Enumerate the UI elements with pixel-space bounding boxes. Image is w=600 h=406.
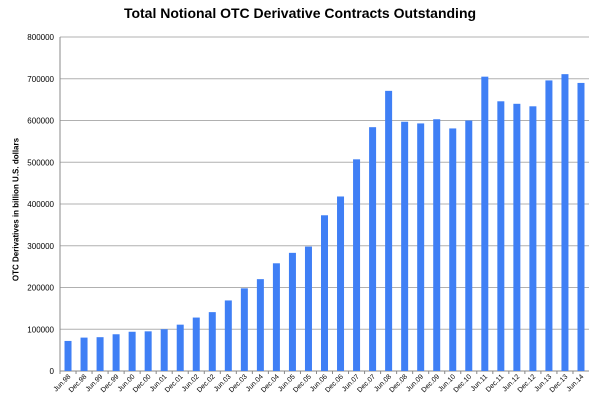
bar [176, 324, 184, 371]
bar [353, 159, 361, 371]
x-tick-label: Dec.01 [164, 373, 185, 394]
x-tick-label: Dec.07 [356, 373, 377, 394]
x-tick-label: Dec.08 [388, 373, 409, 394]
x-tick-label: Dec.09 [420, 373, 441, 394]
x-tick-label: Dec.13 [549, 373, 570, 394]
bar [465, 120, 473, 371]
x-tick-label: Dec.04 [260, 373, 281, 394]
bar [192, 317, 200, 371]
bar [96, 337, 104, 371]
bar [513, 103, 521, 372]
bar [112, 334, 120, 371]
y-tick-label: 200000 [27, 284, 54, 293]
y-tick-label: 400000 [27, 200, 54, 209]
bar [160, 329, 168, 371]
bar [561, 74, 569, 371]
y-tick-label: 300000 [27, 242, 54, 251]
y-tick-label: 600000 [27, 117, 54, 126]
bar [497, 101, 505, 372]
x-tick-label: Dec.03 [228, 373, 249, 394]
bar [64, 340, 72, 371]
bar [321, 215, 328, 371]
bar [128, 331, 136, 371]
x-tick-label: Dec.10 [453, 373, 474, 394]
bar [288, 252, 296, 371]
x-tick-label: Dec.98 [68, 373, 89, 394]
chart-title: Total Notional OTC Derivative Contracts … [123, 5, 477, 21]
bar [337, 196, 345, 371]
y-tick-label: 100000 [27, 325, 54, 334]
x-tick-label: Dec.00 [132, 373, 153, 394]
y-tick-label: 500000 [27, 158, 54, 167]
bar [144, 331, 152, 371]
bar [529, 106, 537, 372]
y-tick-label: 0 [50, 367, 55, 376]
x-tick-label: Jun.14 [566, 373, 586, 393]
x-tick-label: Dec.06 [324, 373, 345, 394]
bar [417, 123, 425, 371]
bar [369, 127, 377, 372]
bar [80, 337, 88, 371]
bar [224, 300, 232, 371]
bar [385, 90, 393, 372]
bar [256, 279, 264, 371]
x-tick-label: Dec.02 [196, 373, 217, 394]
bar [272, 263, 280, 371]
bar [304, 246, 312, 371]
x-tick-label: Dec.99 [100, 373, 121, 394]
bar [240, 288, 248, 371]
x-tick-label: Dec.11 [485, 373, 505, 393]
bar [545, 80, 553, 372]
x-tick-label: Dec.12 [517, 373, 538, 394]
bar [208, 312, 216, 371]
bar [449, 128, 457, 371]
bar [433, 119, 441, 371]
x-tick-label: Dec.05 [292, 373, 313, 394]
bar [401, 121, 409, 371]
bar [481, 76, 489, 371]
y-tick-label: 700000 [27, 75, 54, 84]
bar [577, 82, 585, 372]
y-tick-label: 800000 [27, 33, 54, 42]
